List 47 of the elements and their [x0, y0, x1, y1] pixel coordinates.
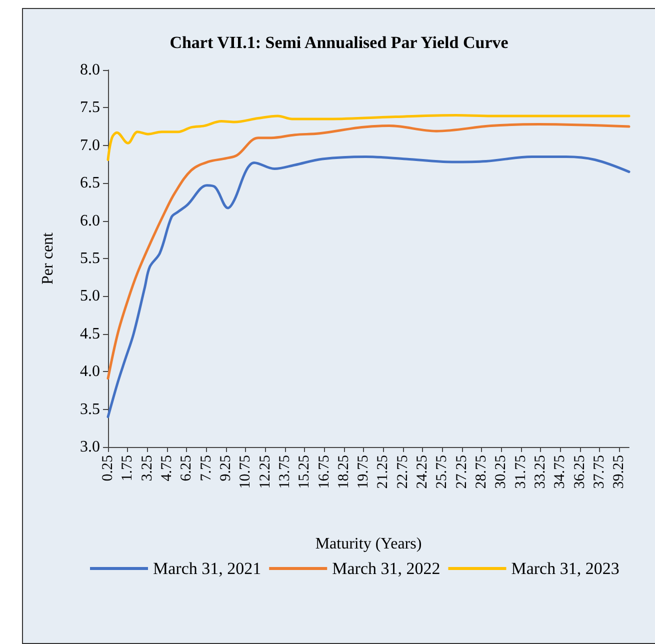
y-tick-label: 6.0	[80, 212, 100, 230]
line-series	[106, 114, 630, 161]
y-axis-title: Per cent	[40, 232, 56, 284]
legend-label: March 31, 2021	[153, 559, 262, 578]
x-tick-label: 18.25	[336, 455, 352, 489]
x-tick-label: 34.75	[552, 455, 568, 489]
y-tick-label: 5.0	[80, 288, 100, 305]
y-tick-label: 5.5	[80, 250, 100, 267]
x-tick-label: 24.25	[414, 455, 431, 489]
x-tick-label: 31.75	[512, 455, 529, 489]
y-tick-label: 4.0	[80, 363, 100, 380]
x-tick-label: 39.25	[611, 455, 628, 489]
y-tick-label: 3.0	[80, 438, 100, 456]
chart-title: Chart VII.1: Semi Annualised Par Yield Curve	[170, 33, 509, 52]
x-tick-label: 13.75	[276, 455, 293, 489]
x-tick-label: 30.25	[493, 455, 510, 489]
x-tick-label: 7.75	[198, 455, 214, 482]
x-tick-label: 6.25	[178, 455, 195, 482]
y-tick-label: 3.5	[80, 400, 100, 418]
x-tick-label: 1.75	[120, 455, 136, 482]
line-series	[106, 123, 630, 380]
y-tick-label: 4.5	[80, 325, 100, 342]
y-tick-label: 6.5	[80, 174, 100, 192]
y-tick-label: 8.0	[80, 62, 100, 78]
x-tick-label: 0.25	[100, 455, 116, 482]
legend-label: March 31, 2023	[511, 559, 620, 578]
x-tick-label: 33.25	[532, 455, 549, 489]
x-tick-label: 3.25	[139, 455, 156, 482]
x-axis-title: Maturity (Years)	[315, 536, 422, 552]
x-tick-label: 28.75	[474, 455, 490, 489]
x-tick-label: 12.25	[257, 455, 274, 489]
x-tick-label: 36.25	[572, 455, 588, 489]
x-tick-label: 22.75	[394, 455, 411, 489]
x-tick-label: 25.75	[434, 455, 450, 489]
x-tick-label: 10.75	[238, 455, 254, 489]
x-tick-label: 16.75	[316, 455, 332, 489]
line-series	[106, 155, 630, 418]
x-tick-label: 15.25	[296, 455, 313, 489]
x-tick-label: 4.75	[158, 455, 175, 482]
x-tick-label: 21.25	[375, 455, 392, 489]
x-tick-label: 9.25	[218, 455, 234, 482]
x-tick-label: 37.75	[592, 455, 608, 489]
x-tick-label: 27.25	[454, 455, 470, 489]
x-tick-label: 19.75	[356, 455, 372, 489]
legend-label: March 31, 2022	[332, 559, 440, 578]
y-tick-label: 7.0	[80, 136, 100, 154]
y-tick-label: 7.5	[80, 99, 100, 116]
